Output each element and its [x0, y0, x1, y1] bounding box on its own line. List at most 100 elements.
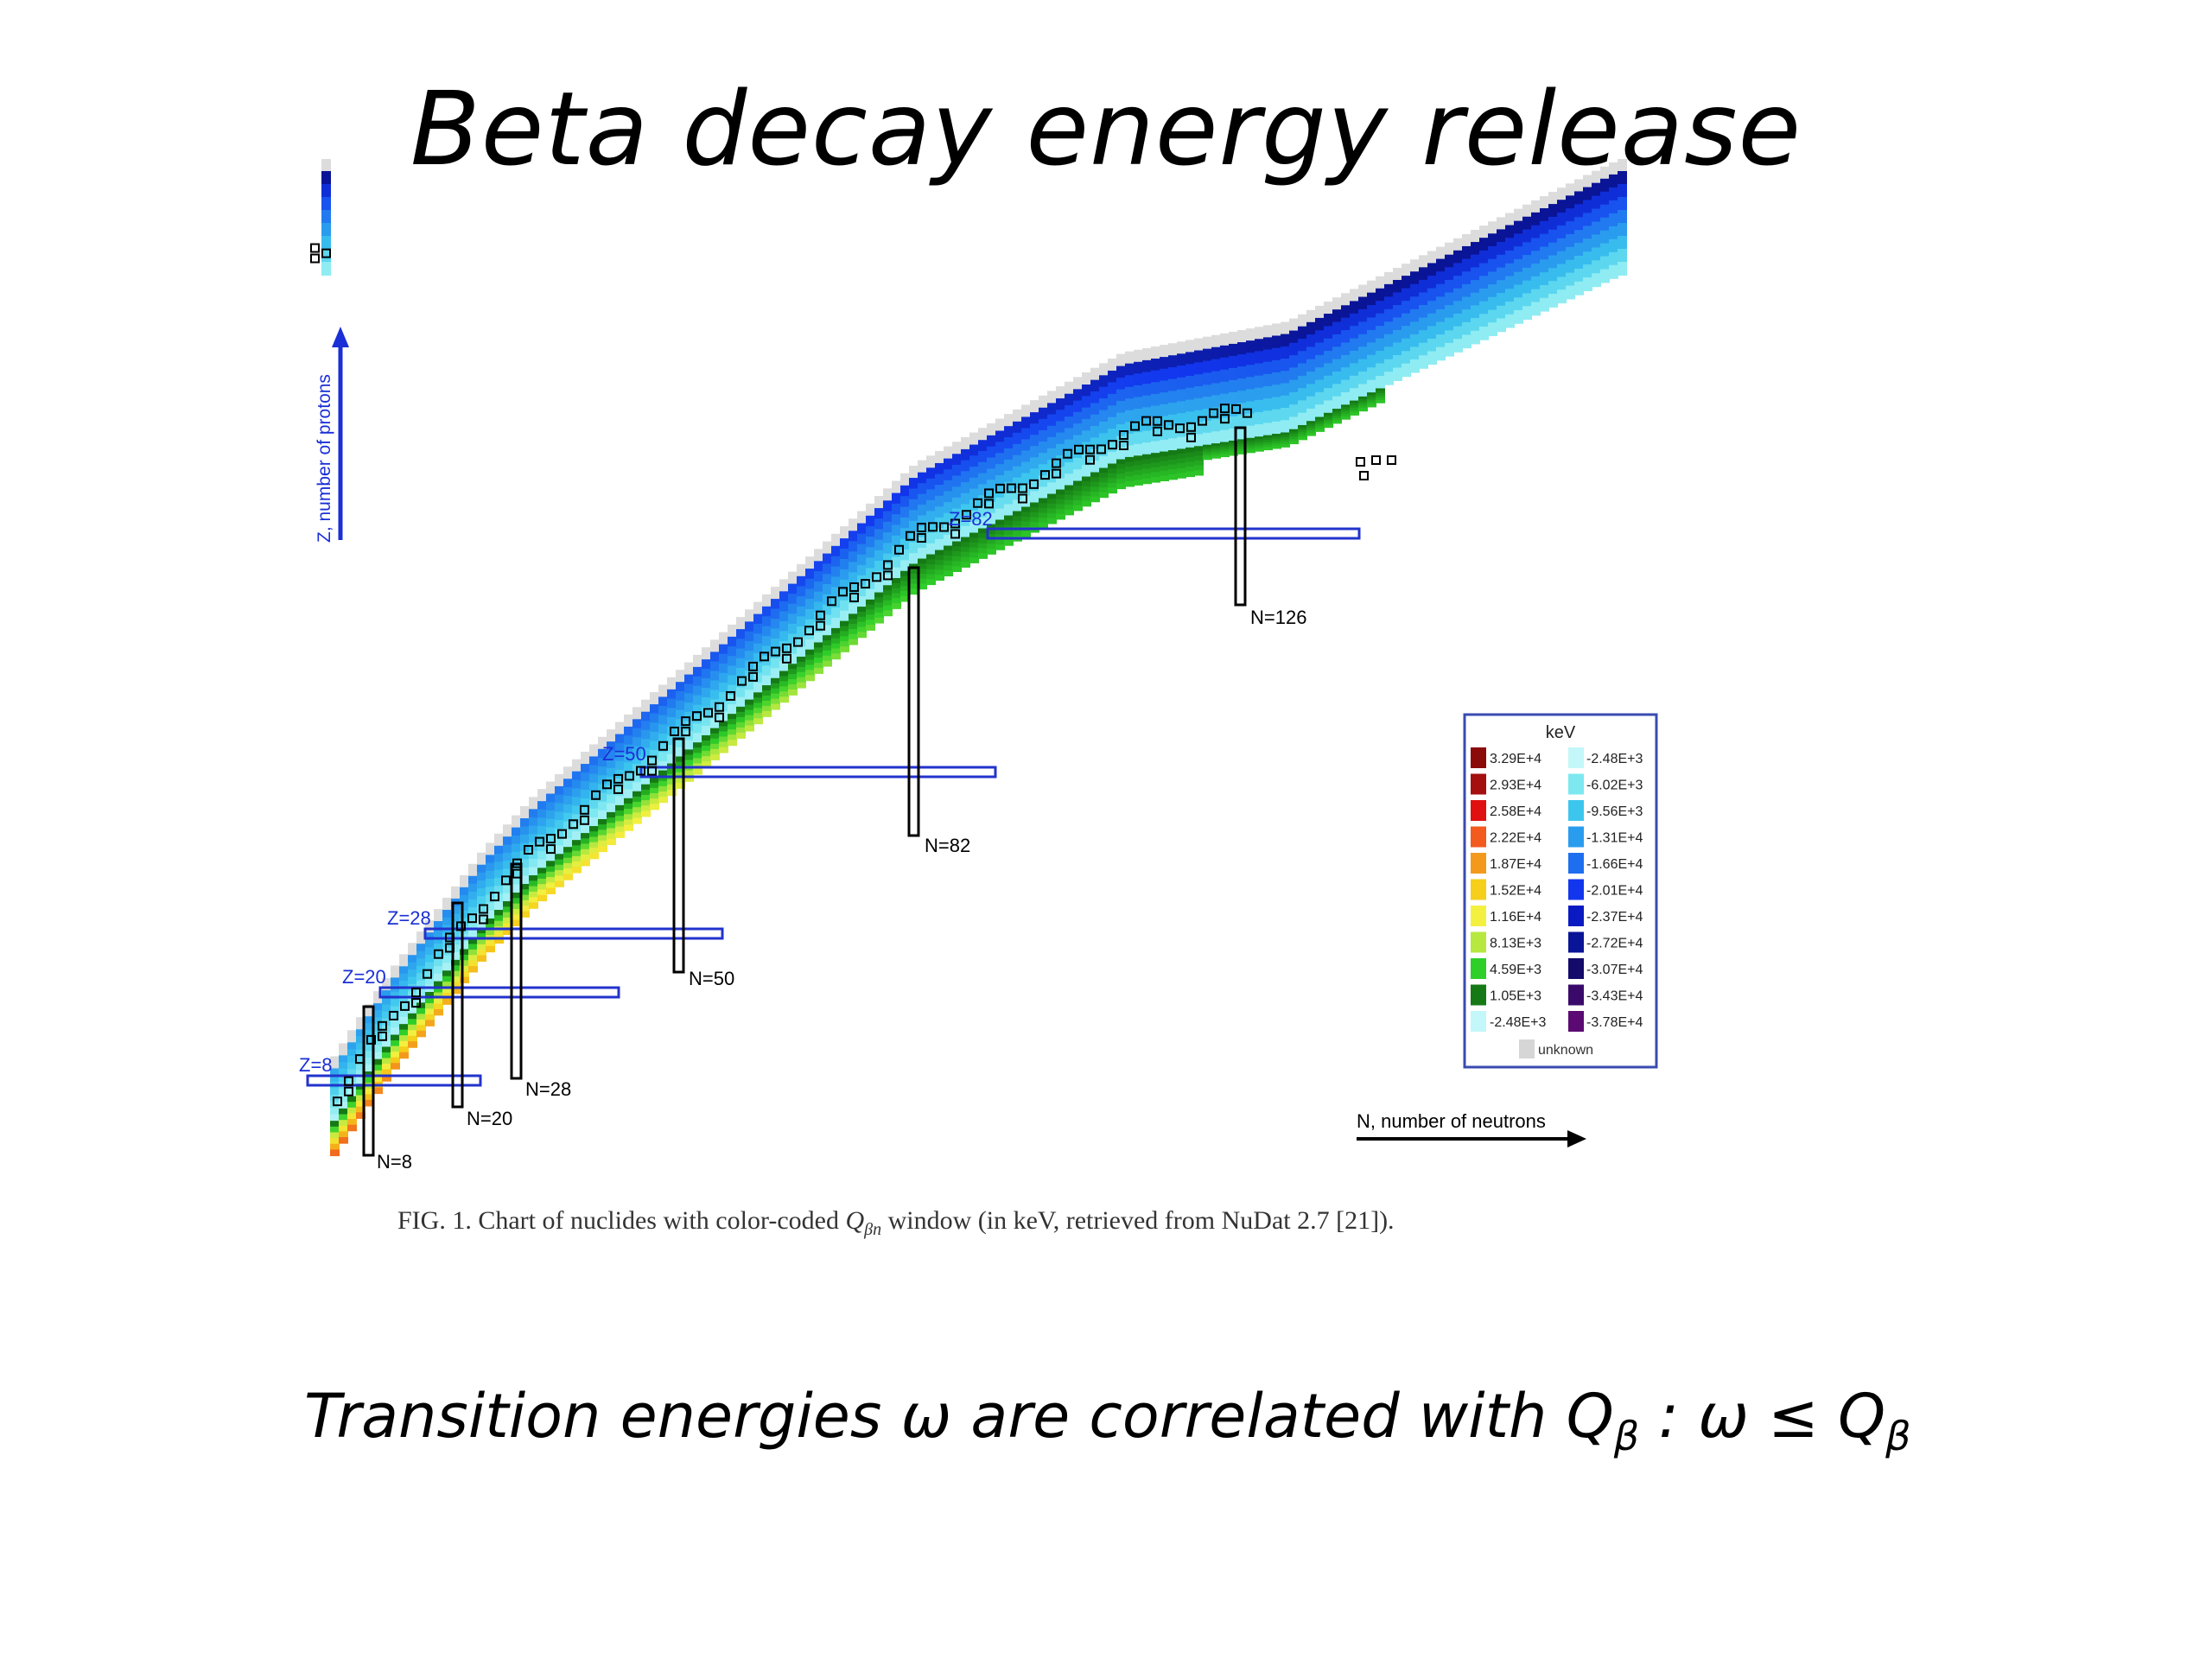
band-cell-proton-rich: [1272, 335, 1281, 349]
stable-marker: [804, 626, 814, 636]
band-cell-proton-rich: [1427, 326, 1437, 340]
band-cell-neutron-rich: [1134, 470, 1143, 476]
band-cell-proton-rich: [874, 539, 884, 551]
band-cell-neutron-rich: [546, 871, 556, 879]
band-cell-proton-rich: [503, 885, 512, 894]
band-cell-proton-rich: [961, 493, 970, 505]
x-axis: N, number of neutrons: [1357, 1110, 1586, 1147]
band-cell-neutron-rich: [1350, 403, 1359, 407]
band-cell-proton-rich: [1151, 417, 1160, 430]
band-cell-proton-rich: [1566, 221, 1575, 235]
band-cell-neutron-rich: [926, 554, 936, 561]
band-cell-proton-rich: [1047, 403, 1057, 416]
band-cell-neutron-rich: [650, 804, 659, 810]
band-cell-neutron-rich: [823, 645, 832, 652]
z-label-50: Z=50: [602, 743, 646, 765]
band-cell-unknown: [486, 842, 495, 857]
stable-marker: [445, 932, 454, 943]
z-label-28: Z=28: [387, 907, 431, 929]
band-cell-proton-rich: [1410, 283, 1420, 298]
band-cell-proton-rich: [728, 636, 737, 648]
band-cell-proton-rich: [503, 893, 512, 902]
band-cell-proton-rich: [1220, 381, 1230, 395]
band-cell-neutron-rich: [1332, 420, 1342, 424]
band-cell-neutron-rich: [892, 588, 901, 594]
band-cell-proton-rich: [1471, 292, 1480, 307]
band-cell-neutron-rich: [823, 650, 832, 657]
band-cell-neutron-rich: [1237, 448, 1247, 453]
band-cell-proton-rich: [572, 805, 582, 816]
band-cell-proton-rich: [434, 921, 443, 930]
band-cell-neutron-rich: [736, 732, 746, 739]
band-cell-neutron-rich: [788, 674, 798, 681]
stable-marker: [939, 522, 949, 532]
band-cell-neutron-rich: [1324, 424, 1333, 429]
band-cell-neutron-rich: [451, 987, 461, 995]
band-cell-proton-rich: [425, 947, 435, 956]
band-cell-proton-rich: [520, 826, 530, 836]
band-cell-neutron-rich: [1272, 441, 1281, 445]
band-cell-neutron-rich: [1030, 512, 1039, 518]
band-cell-neutron-rich: [1332, 409, 1342, 412]
band-cell-neutron-rich: [857, 626, 867, 633]
band-cell-proton-rich: [1229, 355, 1238, 369]
legend-label-right-4: -1.66E+4: [1586, 857, 1643, 872]
band-cell-proton-rich: [1367, 342, 1376, 356]
band-cell-neutron-rich: [1341, 416, 1351, 420]
band-cell-neutron-rich: [1255, 443, 1264, 448]
band-cell-proton-rich: [1004, 448, 1014, 461]
band-cell-proton-rich: [537, 817, 547, 828]
band-cell-neutron-rich: [356, 1089, 365, 1096]
band-cell-neutron-rich: [1263, 447, 1273, 451]
band-cell-neutron-rich: [1306, 432, 1316, 436]
band-cell-neutron-rich: [546, 887, 556, 894]
band-cell-neutron-rich: [399, 1035, 409, 1042]
band-cell-proton-rich: [1462, 321, 1471, 336]
band-cell-proton-rich: [866, 537, 875, 549]
band-cell-proton-rich: [1306, 346, 1316, 360]
band-cell-proton-rich: [1142, 442, 1152, 455]
band-cell-proton-rich: [1168, 378, 1178, 392]
band-cell-proton-rich: [1030, 435, 1039, 448]
band-cell-neutron-rich: [762, 690, 772, 697]
band-cell-proton-rich: [1013, 432, 1022, 445]
band-cell-proton-rich: [814, 561, 823, 573]
band-cell-proton-rich: [1203, 409, 1212, 422]
band-cell-neutron-rich: [874, 602, 884, 609]
band-cell-neutron-rich: [339, 1125, 348, 1133]
band-cell-neutron-rich: [745, 715, 754, 721]
band-cell-neutron-rich: [356, 1112, 365, 1119]
band-cell-proton-rich: [1548, 294, 1558, 308]
band-cell-proton-rich: [788, 623, 798, 635]
band-cell-proton-rich: [1548, 255, 1558, 270]
band-cell-proton-rich: [1289, 416, 1299, 430]
band-cell-neutron-rich: [641, 794, 651, 802]
band-cell-neutron-rich: [909, 569, 918, 575]
band-cell-neutron-rich: [874, 592, 884, 599]
band-cell-neutron-rich: [537, 878, 547, 886]
band-cell-neutron-rich: [356, 1084, 365, 1090]
band-cell-proton-rich: [1142, 407, 1152, 420]
band-cell-proton-rich: [1540, 259, 1549, 274]
band-cell-proton-rich: [1211, 371, 1221, 385]
band-cell-proton-rich: [1263, 349, 1273, 363]
band-cell-unknown: [1479, 226, 1489, 240]
band-cell-proton-rich: [615, 796, 625, 806]
band-cell-proton-rich: [1445, 254, 1454, 269]
band-cell-neutron-rich: [650, 777, 659, 784]
band-cell-proton-rich: [1419, 305, 1428, 319]
band-cell-proton-rich: [702, 678, 711, 690]
band-cell-proton-rich: [995, 453, 1005, 466]
band-cell-proton-rich: [1427, 301, 1437, 315]
band-cell-proton-rich: [1185, 387, 1195, 401]
band-cell-proton-rich: [814, 632, 823, 644]
band-cell-proton-rich: [1168, 438, 1178, 451]
band-cell-neutron-rich: [745, 704, 754, 711]
band-cell-proton-rich: [753, 643, 763, 654]
band-cell-proton-rich: [1384, 283, 1394, 298]
band-cell-neutron-rich: [952, 556, 962, 563]
band-cell-proton-rich: [684, 702, 694, 714]
band-cell-neutron-rich: [1211, 448, 1221, 452]
band-cell-neutron-rich: [926, 574, 936, 581]
